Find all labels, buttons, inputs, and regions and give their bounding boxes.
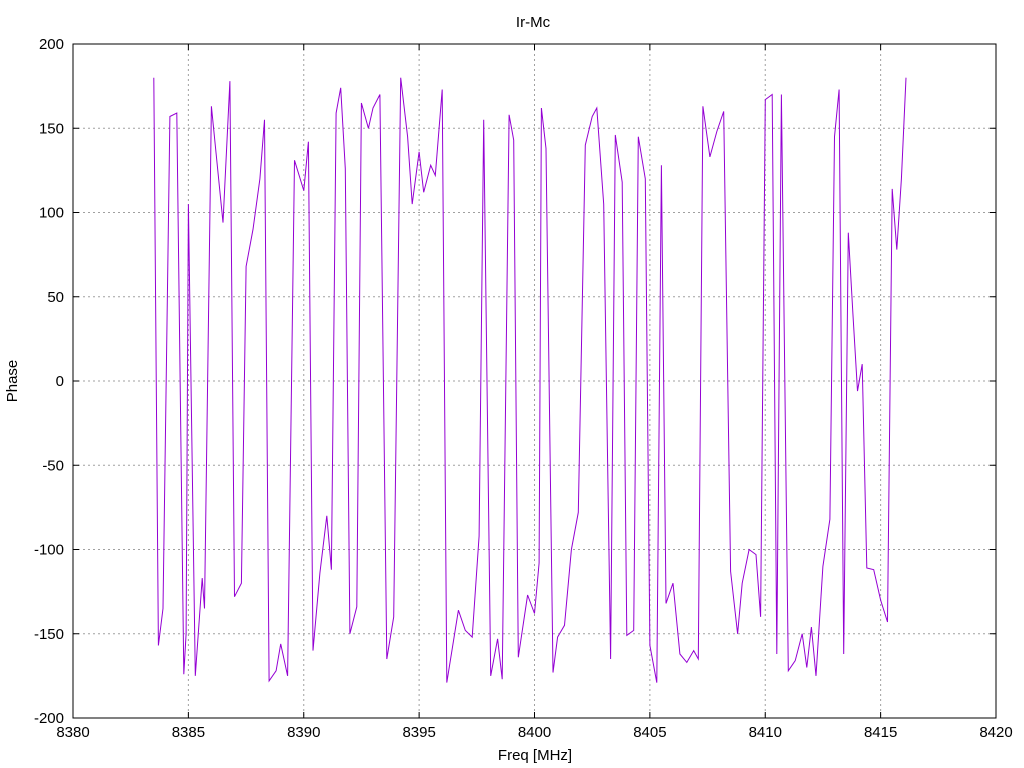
x-tick-label: 8395 [402,724,435,741]
y-tick-label: -50 [42,457,64,474]
y-axis-label: Phase [4,360,21,403]
chart-title: Ir-Mc [516,14,551,31]
y-tick-label: 100 [39,205,64,222]
x-tick-label: 8415 [864,724,897,741]
y-tick-label: -200 [34,710,64,727]
y-tick-label: 50 [47,289,64,306]
y-tick-label: 200 [39,36,64,53]
x-tick-label: 8380 [56,724,89,741]
x-tick-label: 8390 [287,724,320,741]
y-tick-label: 0 [56,373,64,390]
x-tick-label: 8420 [979,724,1012,741]
x-tick-label: 8410 [749,724,782,741]
y-tick-label: 150 [39,120,64,137]
y-tick-labels: 200 150 100 50 0 -50 -100 -150 -200 [34,36,64,727]
x-tick-label: 8385 [172,724,205,741]
grid-lines [73,44,996,718]
x-axis-label: Freq [MHz] [498,747,572,764]
x-tick-label: 8400 [518,724,551,741]
x-tick-label: 8405 [633,724,666,741]
x-tick-labels: 8380 8385 8390 8395 8400 8405 8410 8415 8420 [56,724,1012,741]
y-tick-label: -150 [34,626,64,643]
phase-series-line [153,77,907,683]
axis-ticks [72,43,997,719]
y-tick-label: -100 [34,542,64,559]
